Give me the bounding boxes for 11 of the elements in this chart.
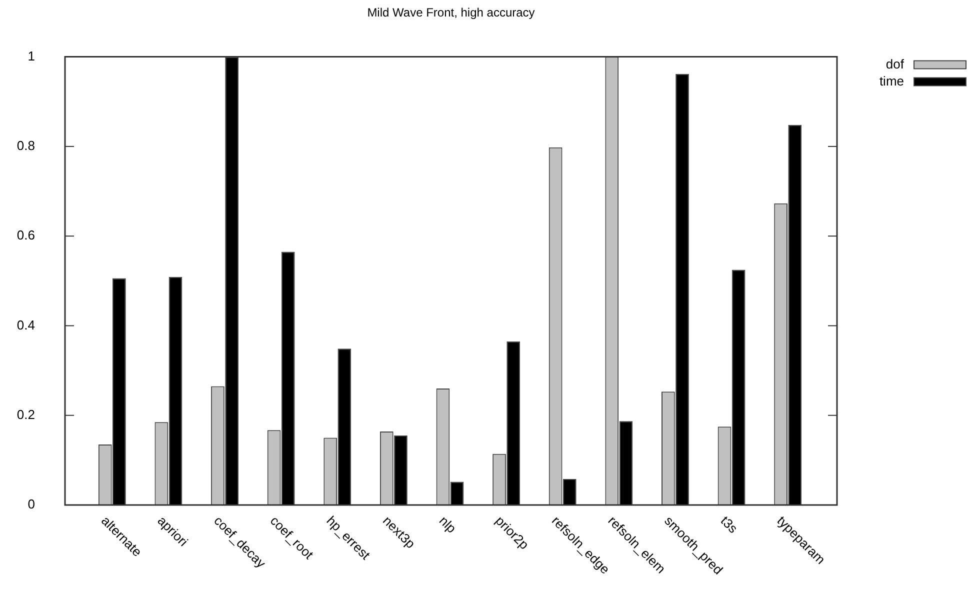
y-tick-label: 0.8	[16, 138, 35, 154]
legend-label: dof	[886, 56, 904, 72]
x-tick-label: nlp	[436, 513, 460, 536]
y-tick-label: 0.4	[16, 317, 35, 332]
y-tick-label: 0.6	[16, 228, 35, 243]
y-tick-label: 1	[28, 48, 35, 64]
y-tick-label: 0.2	[16, 406, 35, 422]
x-tick-label: t3s	[718, 513, 742, 536]
legend-label: time	[879, 73, 904, 88]
chart-title: Mild Wave Front, high accuracy	[367, 5, 535, 20]
y-tick-label: 0	[28, 496, 35, 512]
